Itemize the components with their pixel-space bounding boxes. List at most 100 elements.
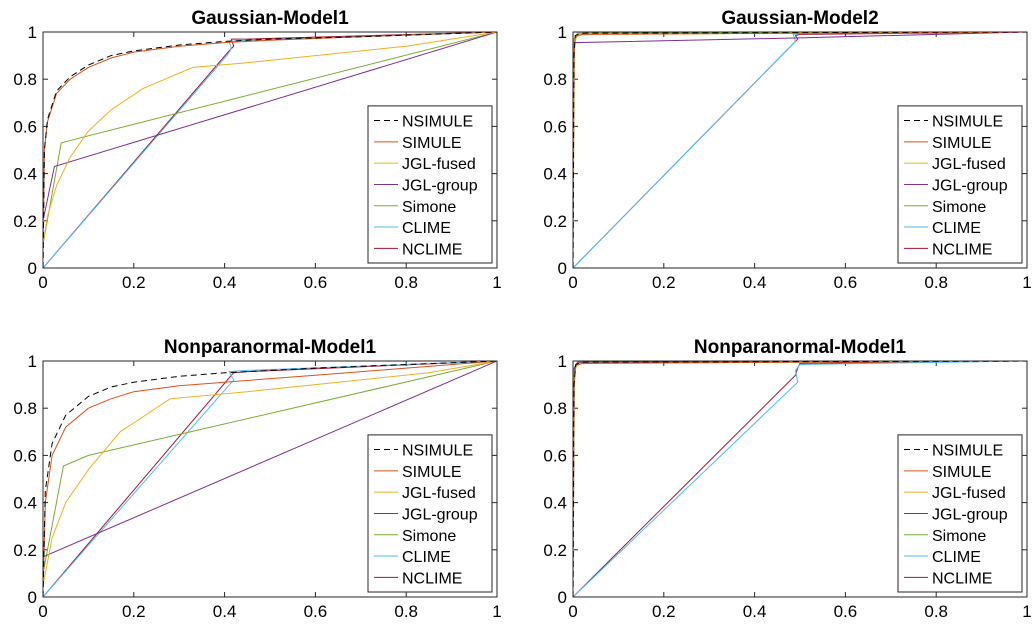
legend-label: JGL-fused (402, 485, 476, 502)
chart-title: Gaussian-Model2 (721, 8, 878, 29)
legend-label: SIMULE (402, 464, 462, 481)
chart-title: Nonparanormal-Model1 (164, 337, 377, 358)
y-tick-label: 0.4 (13, 494, 37, 513)
legend-label: NCLIME (932, 241, 992, 258)
legend-label: NSIMULE (402, 443, 473, 460)
legend-label: NSIMULE (402, 114, 473, 131)
legend-label: CLIME (402, 549, 451, 566)
x-tick-label: 0.8 (924, 273, 948, 292)
y-tick-label: 0.4 (543, 165, 567, 184)
y-tick-label: 1 (558, 23, 567, 42)
series-line-simone (43, 32, 497, 245)
legend: NSIMULE SIMULE JGL-fused JGL-group Simone CLI… (897, 105, 1023, 264)
legend-label: JGL-group (932, 177, 1008, 194)
legend-label: JGL-group (402, 177, 478, 194)
x-tick-label: 0.8 (924, 602, 948, 621)
x-tick-label: 0 (38, 602, 47, 621)
chart-title: Gaussian-Model1 (191, 8, 349, 29)
y-tick-label: 0.6 (13, 446, 37, 465)
legend-label: JGL-group (932, 506, 1008, 523)
series-line-nsimule (573, 361, 1027, 597)
series-line-jgl-group (43, 361, 497, 558)
x-tick-label: 0.4 (213, 273, 237, 292)
y-tick-label: 0 (558, 259, 567, 278)
legend-label: NCLIME (402, 241, 462, 258)
legend-label: JGL-group (402, 506, 478, 523)
y-tick-label: 0 (558, 588, 567, 607)
y-tick-label: 0.8 (13, 70, 37, 89)
x-tick-label: 0.8 (394, 273, 418, 292)
legend-label: NSIMULE (932, 114, 1003, 131)
x-tick-label: 0 (38, 273, 47, 292)
series-line-simule (43, 32, 497, 268)
y-tick-label: 0.8 (543, 70, 567, 89)
legend-label: Simone (932, 528, 986, 545)
x-tick-label: 0.6 (834, 273, 858, 292)
x-tick-label: 0.2 (652, 273, 676, 292)
chart-panel-2: Gaussian-Model2 0 0.2 0.4 0.6 0.8 1 0 0.2 0.4 0.6 0… (543, 8, 1031, 292)
chart-panel-3: Nonparanormal-Model1 0 0.2 0.4 0.6 0.8 1 0 0.2 0.… (13, 337, 501, 621)
y-tick-label: 0 (28, 259, 37, 278)
y-tick-label: 0.4 (543, 494, 567, 513)
x-tick-label: 0.2 (122, 273, 146, 292)
y-tick-label: 0.2 (13, 212, 37, 231)
legend-label: SIMULE (402, 135, 462, 152)
x-tick-label: 0.8 (394, 602, 418, 621)
y-tick-label: 0.6 (543, 446, 567, 465)
x-tick-label: 0.6 (304, 273, 328, 292)
y-tick-label: 0 (28, 588, 37, 607)
chart-title: Nonparanormal-Model1 (694, 337, 907, 358)
x-tick-label: 0.4 (743, 273, 767, 292)
legend: NSIMULE SIMULE JGL-fused JGL-group Simone CLI… (897, 434, 1023, 593)
chart-panel-1: Gaussian-Model1 0 0.2 0.4 0.6 0.8 1 0 0.2 0.4 0.6 0… (13, 8, 501, 292)
x-tick-label: 1 (1022, 273, 1031, 292)
legend-label: Simone (402, 199, 456, 216)
legend-box (897, 434, 1023, 593)
x-tick-label: 0.4 (213, 602, 237, 621)
x-tick-label: 0.2 (122, 602, 146, 621)
legend-label: CLIME (932, 549, 981, 566)
series-line-simule (43, 361, 497, 597)
x-tick-label: 0.4 (743, 602, 767, 621)
y-tick-label: 0.2 (543, 212, 567, 231)
x-tick-label: 0.6 (834, 602, 858, 621)
legend-label: SIMULE (932, 464, 992, 481)
y-tick-label: 1 (28, 352, 37, 371)
series-line-nsimule (43, 361, 497, 597)
legend-label: CLIME (402, 220, 451, 237)
x-tick-label: 0 (568, 273, 577, 292)
series-line-simone (43, 361, 497, 574)
series-line-jgl-fused (43, 361, 497, 586)
x-tick-label: 1 (1022, 602, 1031, 621)
y-tick-label: 0.2 (543, 541, 567, 560)
y-tick-label: 1 (28, 23, 37, 42)
legend-label: NCLIME (402, 570, 462, 587)
legend-label: NSIMULE (932, 443, 1003, 460)
y-tick-label: 1 (558, 352, 567, 371)
y-tick-label: 0.8 (543, 399, 567, 418)
series-line-jgl-group (43, 32, 497, 221)
series-line-jgl-fused (43, 32, 497, 245)
x-tick-label: 0 (568, 602, 577, 621)
y-tick-label: 0.6 (13, 117, 37, 136)
series-line-nsimule (573, 32, 1027, 268)
x-tick-label: 1 (492, 602, 501, 621)
legend-label: NCLIME (932, 570, 992, 587)
x-tick-label: 0.6 (304, 602, 328, 621)
x-tick-label: 0.2 (652, 602, 676, 621)
y-tick-label: 0.2 (13, 541, 37, 560)
chart-panel-4: Nonparanormal-Model1 0 0.2 0.4 0.6 0.8 1 0 0.2 0.… (543, 337, 1031, 621)
y-tick-label: 0.6 (543, 117, 567, 136)
legend-label: Simone (402, 528, 456, 545)
legend-label: JGL-fused (932, 485, 1006, 502)
legend-label: Simone (932, 199, 986, 216)
legend-label: CLIME (932, 220, 981, 237)
legend-label: JGL-fused (932, 156, 1006, 173)
series-line-nsimule (43, 32, 497, 268)
legend-label: SIMULE (932, 135, 992, 152)
y-tick-label: 0.8 (13, 399, 37, 418)
legend-label: JGL-fused (402, 156, 476, 173)
y-tick-label: 0.4 (13, 165, 37, 184)
series-line-clime (573, 361, 1027, 597)
